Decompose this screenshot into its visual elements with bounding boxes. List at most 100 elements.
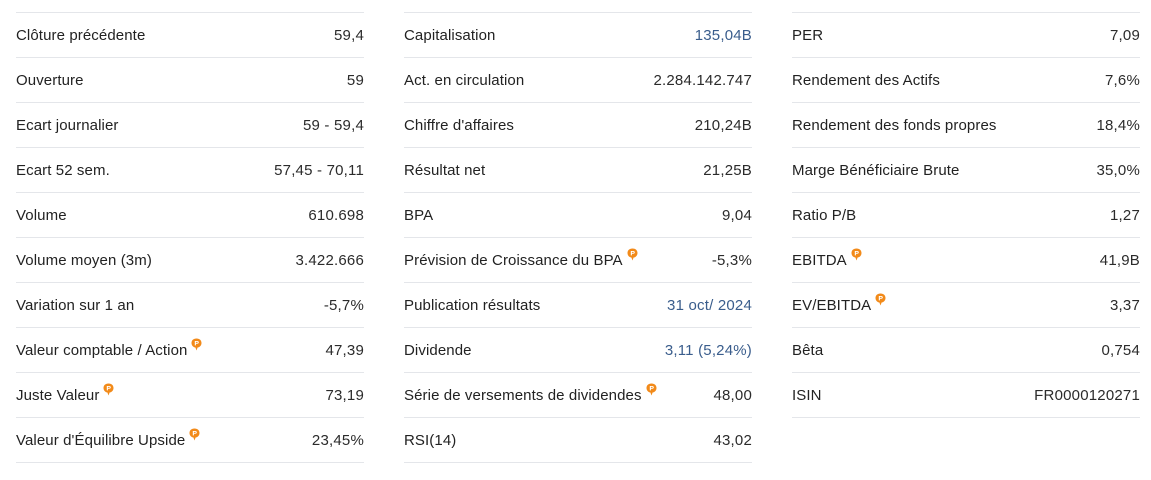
stat-value: 41,9B [1099, 251, 1140, 269]
stats-column-1: Clôture précédente 59,4 Ouverture 59 Ecart j… [16, 12, 364, 463]
stat-row: Capitalisation 135,04B [404, 12, 752, 57]
stat-row: Clôture précédente 59,4 [16, 12, 364, 57]
stat-label: Chiffre d'affaires [404, 117, 514, 134]
stat-label-text: PER [792, 26, 824, 44]
stat-value: 59 - 59,4 [302, 116, 364, 134]
stat-label-text: Volume [16, 206, 67, 224]
stat-value: 0,754 [1101, 341, 1140, 359]
pro-badge-icon[interactable] [875, 293, 886, 306]
pro-badge-icon[interactable] [646, 383, 657, 396]
stat-label-text: EBITDA [792, 251, 847, 269]
stat-label-text: Série de versements de dividendes [404, 386, 642, 404]
stat-row: Marge Bénéficiaire Brute 35,0% [792, 147, 1140, 192]
stat-row: EBITDA 41,9B [792, 237, 1140, 282]
stat-label-text: Prévision de Croissance du BPA [404, 251, 623, 269]
stat-label: Bêta [792, 342, 823, 359]
stat-label-text: Variation sur 1 an [16, 296, 135, 314]
stat-label-text: Ouverture [16, 71, 84, 89]
stat-row: BPA 9,04 [404, 192, 752, 237]
stat-row: Ratio P/B 1,27 [792, 192, 1140, 237]
stat-value: 210,24B [694, 116, 752, 134]
stat-row: Publication résultats 31 oct/ 2024 [404, 282, 752, 327]
stat-row: Volume 610.698 [16, 192, 364, 237]
pro-badge-icon[interactable] [627, 248, 638, 261]
stat-row: Ecart journalier 59 - 59,4 [16, 102, 364, 147]
stat-row: Série de versements de dividendes 48,00 [404, 372, 752, 417]
stat-label: PER [792, 27, 823, 44]
stat-label: Valeur comptable / Action [16, 338, 202, 359]
stat-label-text: Ecart 52 sem. [16, 161, 110, 179]
stat-label-text: Chiffre d'affaires [404, 116, 515, 134]
stat-row: Rendement des Actifs 7,6% [792, 57, 1140, 102]
stat-row: Juste Valeur 73,19 [16, 372, 364, 417]
stat-label: Rendement des Actifs [792, 72, 940, 89]
stat-label: Résultat net [404, 162, 485, 179]
stat-row: Ecart 52 sem. 57,45 - 70,11 [16, 147, 364, 192]
stat-label: Prévision de Croissance du BPA [404, 248, 638, 269]
stat-label-text: RSI(14) [404, 431, 457, 449]
stat-value: 7,6% [1105, 71, 1140, 89]
stat-value: -5,3% [711, 251, 752, 269]
stat-value: 3,37 [1110, 296, 1140, 314]
stat-value: 48,00 [713, 386, 752, 404]
stat-value: 23,45% [311, 431, 364, 449]
stat-label: Rendement des fonds propres [792, 117, 997, 134]
stat-label: ISIN [792, 387, 822, 404]
stat-label: Juste Valeur [16, 383, 114, 404]
stat-value: 2.284.142.747 [653, 71, 752, 89]
stat-value-link[interactable]: 31 oct/ 2024 [667, 296, 752, 314]
stat-label-text: Clôture précédente [16, 26, 146, 44]
stat-label: Valeur d'Équilibre Upside [16, 428, 200, 449]
stat-label-text: Dividende [404, 341, 472, 359]
stat-label-text: Résultat net [404, 161, 486, 179]
stat-label: Act. en circulation [404, 72, 524, 89]
stat-label-text: EV/EBITDA [792, 296, 872, 314]
stat-row: Volume moyen (3m) 3.422.666 [16, 237, 364, 282]
stat-label-text: Ecart journalier [16, 116, 119, 134]
stat-label: Clôture précédente [16, 27, 145, 44]
stat-value: 3.422.666 [295, 251, 364, 269]
stat-label: Ecart 52 sem. [16, 162, 110, 179]
stats-column-3: PER 7,09 Rendement des Actifs 7,6% Rendement… [792, 12, 1140, 418]
stat-label-text: Act. en circulation [404, 71, 525, 89]
stat-value-link[interactable]: 135,04B [694, 26, 752, 44]
stat-label-text: Rendement des Actifs [792, 71, 940, 89]
stat-label: Série de versements de dividendes [404, 383, 657, 404]
stat-label-text: BPA [404, 206, 434, 224]
stat-row: Variation sur 1 an -5,7% [16, 282, 364, 327]
stat-label-text: Rendement des fonds propres [792, 116, 997, 134]
stat-label-text: Valeur d'Équilibre Upside [16, 431, 186, 449]
stat-row: Valeur d'Équilibre Upside 23,45% [16, 417, 364, 463]
stat-label-text: Publication résultats [404, 296, 541, 314]
stat-row: EV/EBITDA 3,37 [792, 282, 1140, 327]
stat-label: Ecart journalier [16, 117, 118, 134]
stat-label-text: Ratio P/B [792, 206, 857, 224]
stat-label: Variation sur 1 an [16, 297, 134, 314]
stat-value: 7,09 [1110, 26, 1140, 44]
stat-row: Rendement des fonds propres 18,4% [792, 102, 1140, 147]
stat-row: Valeur comptable / Action 47,39 [16, 327, 364, 372]
pro-badge-icon[interactable] [191, 338, 202, 351]
stat-label: Publication résultats [404, 297, 540, 314]
pro-badge-icon[interactable] [103, 383, 114, 396]
stat-label: Ratio P/B [792, 207, 856, 224]
pro-badge-icon[interactable] [851, 248, 862, 261]
stat-row: RSI(14) 43,02 [404, 417, 752, 463]
stat-label: EBITDA [792, 248, 862, 269]
stat-label: RSI(14) [404, 432, 456, 449]
stat-value-link[interactable]: 3,11 (5,24%) [664, 341, 752, 359]
stat-label-text: Valeur comptable / Action [16, 341, 188, 359]
stat-value: 21,25B [703, 161, 752, 179]
stat-label-text: ISIN [792, 386, 822, 404]
pro-badge-icon[interactable] [189, 428, 200, 441]
stat-row: Dividende 3,11 (5,24%) [404, 327, 752, 372]
stat-label: Dividende [404, 342, 472, 359]
stat-label-text: Marge Bénéficiaire Brute [792, 161, 960, 179]
stat-value: 59 [346, 71, 364, 89]
stat-row: Prévision de Croissance du BPA -5,3% [404, 237, 752, 282]
stat-row: Chiffre d'affaires 210,24B [404, 102, 752, 147]
stat-label: EV/EBITDA [792, 293, 886, 314]
stat-row: ISIN FR0000120271 [792, 372, 1140, 418]
stat-value: 43,02 [713, 431, 752, 449]
